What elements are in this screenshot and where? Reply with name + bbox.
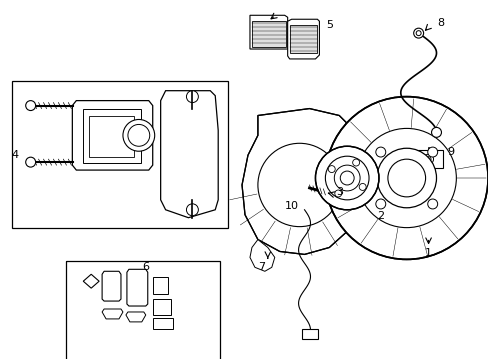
Circle shape	[258, 143, 341, 227]
Circle shape	[187, 91, 198, 103]
Circle shape	[428, 147, 438, 157]
Polygon shape	[126, 312, 146, 322]
Circle shape	[414, 28, 424, 38]
Text: 6: 6	[142, 262, 149, 272]
Text: 3: 3	[336, 187, 343, 197]
Circle shape	[359, 184, 366, 190]
Polygon shape	[250, 15, 288, 49]
Bar	[89, 116, 134, 157]
Polygon shape	[252, 21, 286, 47]
Polygon shape	[102, 309, 123, 319]
Circle shape	[187, 204, 198, 216]
Circle shape	[328, 166, 335, 172]
Polygon shape	[127, 269, 148, 306]
Polygon shape	[83, 274, 99, 288]
Text: 10: 10	[285, 201, 298, 211]
Polygon shape	[73, 100, 153, 170]
Circle shape	[376, 199, 386, 209]
Polygon shape	[161, 91, 218, 218]
Text: 9: 9	[447, 147, 454, 157]
Circle shape	[325, 96, 488, 260]
Polygon shape	[290, 25, 318, 53]
Polygon shape	[153, 299, 171, 315]
Polygon shape	[153, 277, 168, 294]
Bar	[66, 261, 220, 360]
Circle shape	[335, 190, 342, 197]
Polygon shape	[242, 109, 367, 255]
Circle shape	[428, 199, 438, 209]
Polygon shape	[250, 239, 275, 271]
Bar	[12, 81, 228, 228]
Polygon shape	[153, 318, 172, 329]
Circle shape	[25, 100, 36, 111]
Circle shape	[25, 157, 36, 167]
Circle shape	[432, 127, 441, 137]
Circle shape	[377, 148, 437, 208]
Bar	[302, 329, 318, 339]
Text: 1: 1	[425, 248, 432, 258]
Polygon shape	[288, 19, 319, 59]
Text: 2: 2	[377, 211, 385, 221]
Text: 8: 8	[437, 18, 444, 28]
Circle shape	[376, 147, 386, 157]
Text: 4: 4	[12, 150, 19, 160]
Text: 7: 7	[258, 262, 266, 272]
Text: 5: 5	[326, 20, 333, 30]
Circle shape	[123, 120, 155, 151]
Circle shape	[424, 154, 434, 164]
Bar	[83, 109, 141, 163]
Bar	[414, 150, 443, 168]
Circle shape	[316, 146, 379, 210]
Polygon shape	[102, 271, 121, 301]
Circle shape	[353, 159, 360, 166]
